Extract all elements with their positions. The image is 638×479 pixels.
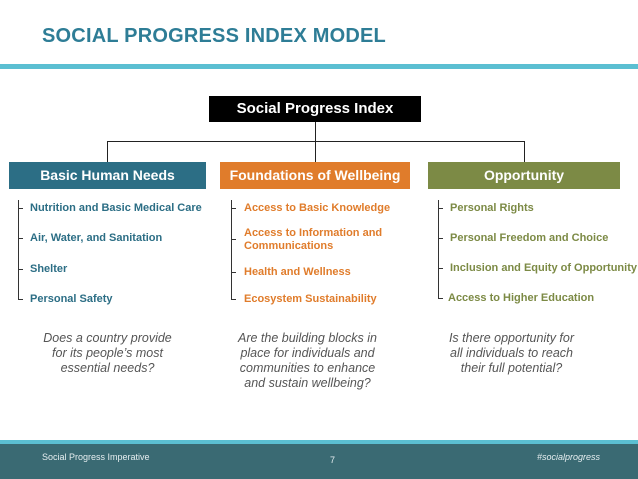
list-item: Nutrition and Basic Medical Care xyxy=(30,202,202,214)
title-divider xyxy=(0,64,638,69)
question-line: place for individuals and xyxy=(240,346,375,360)
bracket-tick xyxy=(231,239,236,240)
list-item: Access to Higher Education xyxy=(448,292,595,304)
pillar-opportunity: Opportunity xyxy=(428,162,620,189)
pillar-foundations-of-wellbeing: Foundations of Wellbeing xyxy=(220,162,410,189)
question-line: Does a country provide xyxy=(43,331,172,345)
connector-pillar-1 xyxy=(107,141,108,162)
root-node-social-progress-index: Social Progress Index xyxy=(209,96,421,122)
connector-root-stem xyxy=(315,122,316,142)
list-item: Air, Water, and Sanitation xyxy=(30,232,163,244)
footer-divider xyxy=(0,440,638,444)
pillar-basic-human-needs: Basic Human Needs xyxy=(9,162,206,189)
bracket-tick xyxy=(438,208,443,209)
list-item: Personal Safety xyxy=(30,293,113,305)
bracket-tick xyxy=(18,269,23,270)
question-line: and sustain wellbeing? xyxy=(244,376,371,390)
list-item: Access to Basic Knowledge xyxy=(244,202,391,214)
bracket-tick xyxy=(231,208,236,209)
page-title: SOCIAL PROGRESS INDEX MODEL xyxy=(42,25,386,47)
question-line: for its people’s most xyxy=(52,346,163,360)
list-item: Inclusion and Equity of Opportunity xyxy=(450,262,637,274)
footer-bar: Social Progress Imperative 7 #socialprog… xyxy=(0,444,638,479)
question-line: Are the building blocks in xyxy=(238,331,377,345)
question-foundations-of-wellbeing: Are the building blocks in place for ind… xyxy=(220,331,395,391)
footer-hashtag: #socialprogress xyxy=(537,452,601,462)
question-line: all individuals to reach xyxy=(450,346,573,360)
bracket-tick xyxy=(231,272,236,273)
connector-pillar-3 xyxy=(524,141,525,162)
question-line: Is there opportunity for xyxy=(448,331,575,345)
connector-horizontal xyxy=(107,141,525,142)
connector-pillar-2 xyxy=(315,141,316,162)
bracket-tick xyxy=(18,208,23,209)
list-item: Health and Wellness xyxy=(244,266,351,278)
bracket-tick xyxy=(438,268,443,269)
question-opportunity: Is there opportunity for all individuals… xyxy=(424,331,599,376)
bracket-tick xyxy=(18,238,23,239)
question-line: their full potential? xyxy=(460,361,563,375)
bracket-line-2 xyxy=(231,200,232,300)
list-item: Personal Rights xyxy=(450,202,534,214)
list-item: Ecosystem Sustainability xyxy=(244,293,377,305)
question-line: essential needs? xyxy=(60,361,155,375)
footer-organization: Social Progress Imperative xyxy=(42,452,150,462)
bracket-tick xyxy=(231,299,236,300)
question-line: communities to enhance xyxy=(239,361,376,375)
question-basic-human-needs: Does a country provide for its people’s … xyxy=(20,331,195,376)
list-item: Personal Freedom and Choice xyxy=(450,232,609,244)
bracket-line-3 xyxy=(438,200,439,299)
list-item: Shelter xyxy=(30,263,68,275)
bracket-line-1 xyxy=(18,200,19,300)
bracket-tick xyxy=(18,299,23,300)
bracket-tick xyxy=(438,238,443,239)
page-number: 7 xyxy=(330,455,336,465)
list-item: Access to Information and xyxy=(244,227,383,239)
list-item: Communications xyxy=(244,240,334,252)
bracket-tick xyxy=(438,298,443,299)
